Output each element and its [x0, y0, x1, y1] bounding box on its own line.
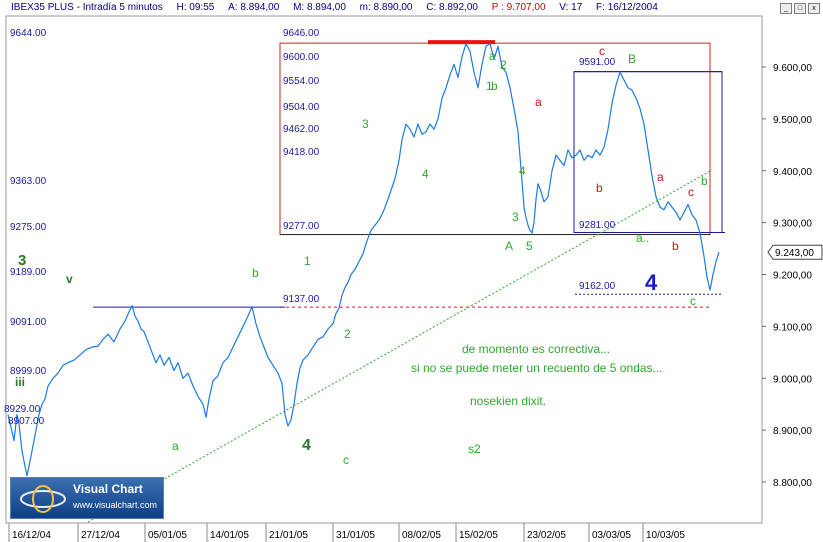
visualchart-logo: Visual Chart www.visualchart.com — [10, 477, 164, 519]
wave-label-big-1: v — [66, 272, 73, 286]
box-level-label-2: 9554.00 — [283, 76, 320, 87]
wave-label-red-4: c — [688, 185, 694, 199]
wave-label-red-3: a — [657, 170, 664, 184]
wave-label-green-2: 3 — [362, 117, 369, 131]
y-tick-label-3: 9.300,00 — [773, 219, 812, 230]
logo-swoosh-icon — [20, 485, 66, 513]
logo-title: Visual Chart — [73, 482, 143, 496]
last-price-label: 9.243,00 — [775, 248, 814, 259]
wave-label-blue-4: 4 — [645, 270, 658, 295]
wave-label-green-12: 1 — [486, 79, 493, 93]
wave-label-green-0: 1 — [304, 254, 311, 268]
y-tick-label-1: 9.500,00 — [773, 115, 812, 126]
y-tick-label-6: 9.000,00 — [773, 374, 812, 385]
x-tick-label-7: 15/02/05 — [459, 530, 498, 541]
wave-label-big-2: iii — [15, 375, 25, 389]
maximize-button[interactable]: □ — [794, 3, 806, 14]
level-label-5: 8999.00 — [10, 366, 47, 377]
header-date: F: 16/12/2004 — [596, 2, 658, 13]
right-level-label-0: 9591.00 — [579, 57, 616, 68]
right-level-label-2: 9162.00 — [579, 281, 616, 292]
header-high: M: 8.894,00 — [293, 2, 346, 13]
wave-label-green-17: A — [505, 239, 513, 253]
wave-label-green-21: a.. — [636, 231, 649, 245]
wave-label-green-9: c — [690, 294, 696, 308]
chart-header: IBEX35 PLUS - Intradía 5 minutos H: 09:5… — [0, 0, 823, 16]
header-time: H: 09:55 — [176, 2, 215, 13]
x-tick-label-3: 14/01/05 — [210, 530, 249, 541]
wave-label-green-7: a — [489, 49, 496, 63]
wave-label-big-3: 4 — [302, 437, 311, 454]
x-tick-label-1: 27/12/04 — [81, 530, 120, 541]
wave-label-red-0: a — [535, 95, 542, 109]
last-price-box — [767, 244, 823, 260]
level-label-3: 9189.00 — [10, 267, 47, 278]
wave-label-green-23: c — [343, 453, 349, 467]
header-volume: V: 17 — [559, 2, 583, 13]
right-level-label-1: 9281.00 — [579, 220, 616, 231]
wave-label-green-8: b — [491, 79, 498, 93]
box-level-label-0: 9646.00 — [283, 28, 320, 39]
header-open: A: 8.894,00 — [228, 2, 280, 13]
wave-label-green-5: 3 — [512, 210, 519, 224]
y-tick-label-4: 9.200,00 — [773, 271, 812, 282]
wave-label-green-19: b — [701, 174, 708, 188]
x-tick-label-10: 10/03/05 — [646, 530, 685, 541]
annotation-2: nosekien dixit. — [470, 394, 546, 408]
y-tick-label-7: 8.900,00 — [773, 426, 812, 437]
level-label-2: 9275.00 — [10, 222, 47, 233]
x-tick-label-6: 08/02/05 — [402, 530, 441, 541]
x-tick-label-4: 21/01/05 — [269, 530, 308, 541]
x-tick-label-0: 16/12/04 — [12, 530, 51, 541]
level-label-1: 9363.00 — [10, 176, 47, 187]
wave-label-green-11: b — [252, 266, 259, 280]
x-tick-label-2: 05/01/05 — [148, 530, 187, 541]
wave-label-green-22: s2 — [468, 442, 481, 456]
wave-label-green-1: 2 — [344, 327, 351, 341]
window-controls: _ □ x — [780, 3, 820, 14]
plot-frame — [5, 15, 763, 524]
mid-level-label: 9137.00 — [283, 294, 320, 305]
right-box — [573, 71, 723, 233]
annotation-1: si no se puede meter un recuento de 5 on… — [411, 361, 663, 375]
level-label-7: 8907.00 — [8, 416, 45, 427]
level-label-0: 9644.00 — [10, 28, 47, 39]
header-close: C: 8.892,00 — [426, 2, 478, 13]
wave-label-green-6: 4 — [519, 164, 526, 178]
close-button[interactable]: x — [808, 3, 820, 14]
box-level-label-4: 9462.00 — [283, 124, 320, 135]
wave-label-red-5: b — [672, 239, 679, 253]
wave-label-green-10: a — [172, 439, 179, 453]
y-tick-label-5: 9.100,00 — [773, 322, 812, 333]
box-level-label-1: 9600.00 — [283, 52, 320, 63]
x-tick-label-5: 31/01/05 — [336, 530, 375, 541]
wave-label-red-1: c — [599, 44, 605, 58]
y-tick-label-8: 8.800,00 — [773, 478, 812, 489]
wave-label-green-13: 2 — [500, 58, 507, 72]
header-symbol: IBEX35 PLUS - Intradía 5 minutos — [11, 2, 163, 13]
logo-url: www.visualchart.com — [73, 500, 158, 510]
box-level-label-6: 9277.00 — [283, 221, 320, 232]
header-price: P : 9.707,00 — [491, 2, 546, 13]
y-tick-label-0: 9.600,00 — [773, 63, 812, 74]
x-tick-label-9: 03/03/05 — [592, 530, 631, 541]
header-low: m: 8.890,00 — [359, 2, 413, 13]
wave-label-green-4: 5 — [526, 239, 533, 253]
box-level-label-3: 9504.00 — [283, 102, 320, 113]
price-series-0 — [7, 43, 720, 477]
level-label-4: 9091.00 — [10, 317, 47, 328]
annotation-0: de momento es correctiva... — [462, 342, 610, 356]
wave-label-green-3: 4 — [422, 167, 429, 181]
wave-label-green-18: B — [628, 52, 636, 66]
trend-line — [87, 169, 713, 523]
x-tick-label-8: 23/02/05 — [527, 530, 566, 541]
box-level-label-5: 9418.00 — [283, 147, 320, 158]
wave-label-big-0: 3 — [18, 252, 26, 269]
y-tick-label-2: 9.400,00 — [773, 167, 812, 178]
wave-label-red-2: b — [596, 181, 603, 195]
level-label-6: 8929.00 — [4, 404, 41, 415]
minimize-button[interactable]: _ — [780, 3, 792, 14]
